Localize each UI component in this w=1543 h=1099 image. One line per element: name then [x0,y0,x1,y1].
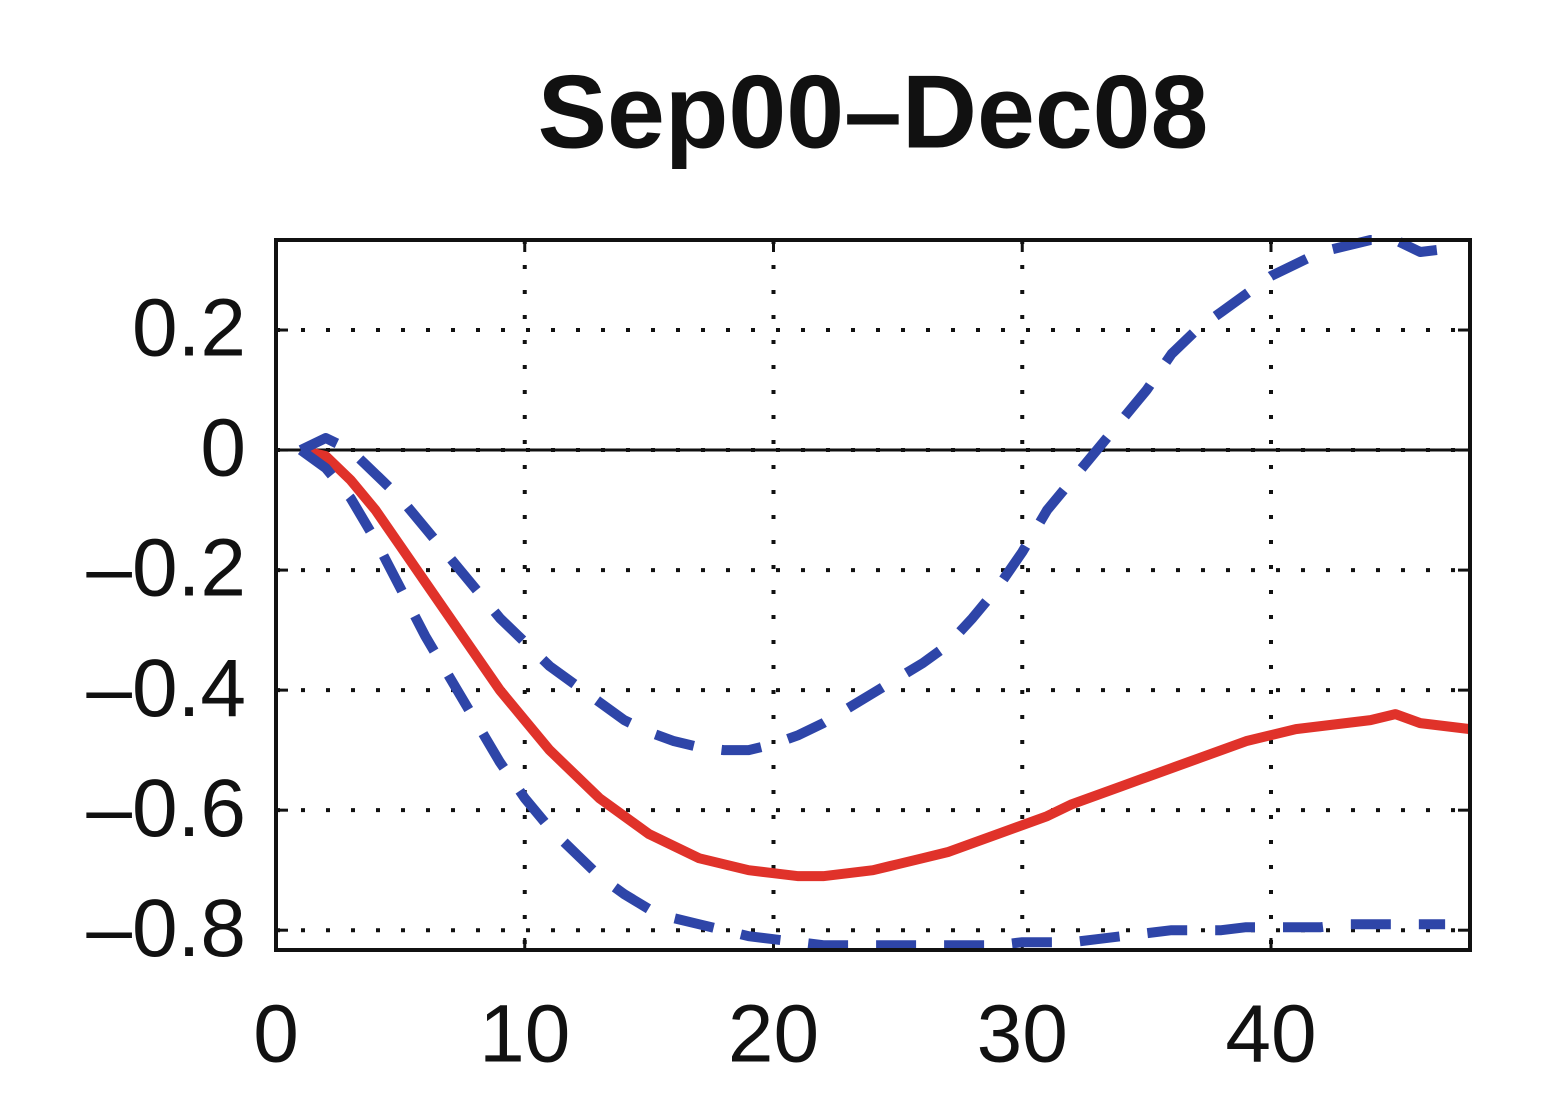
plot-frame [274,238,1472,952]
y-tick-label: –0.8 [86,883,246,974]
estimate-line [299,445,1471,882]
y-tick-label: –0.2 [86,523,246,614]
x-tick-label: 0 [253,989,299,1080]
band-line [297,446,1446,951]
y-tick-label: –0.4 [86,643,246,734]
y-tick-label: 0 [200,403,246,494]
x-tick-label: 40 [1225,989,1316,1080]
x-tick-label: 20 [728,989,819,1080]
y-tick-label: 0.2 [132,283,246,374]
chart-title: Sep00–Dec08 [538,54,1209,170]
x-tick-label: 30 [977,989,1068,1080]
band-line [298,235,1446,756]
y-tick-label: –0.6 [86,763,246,854]
x-tick-label: 10 [479,989,570,1080]
